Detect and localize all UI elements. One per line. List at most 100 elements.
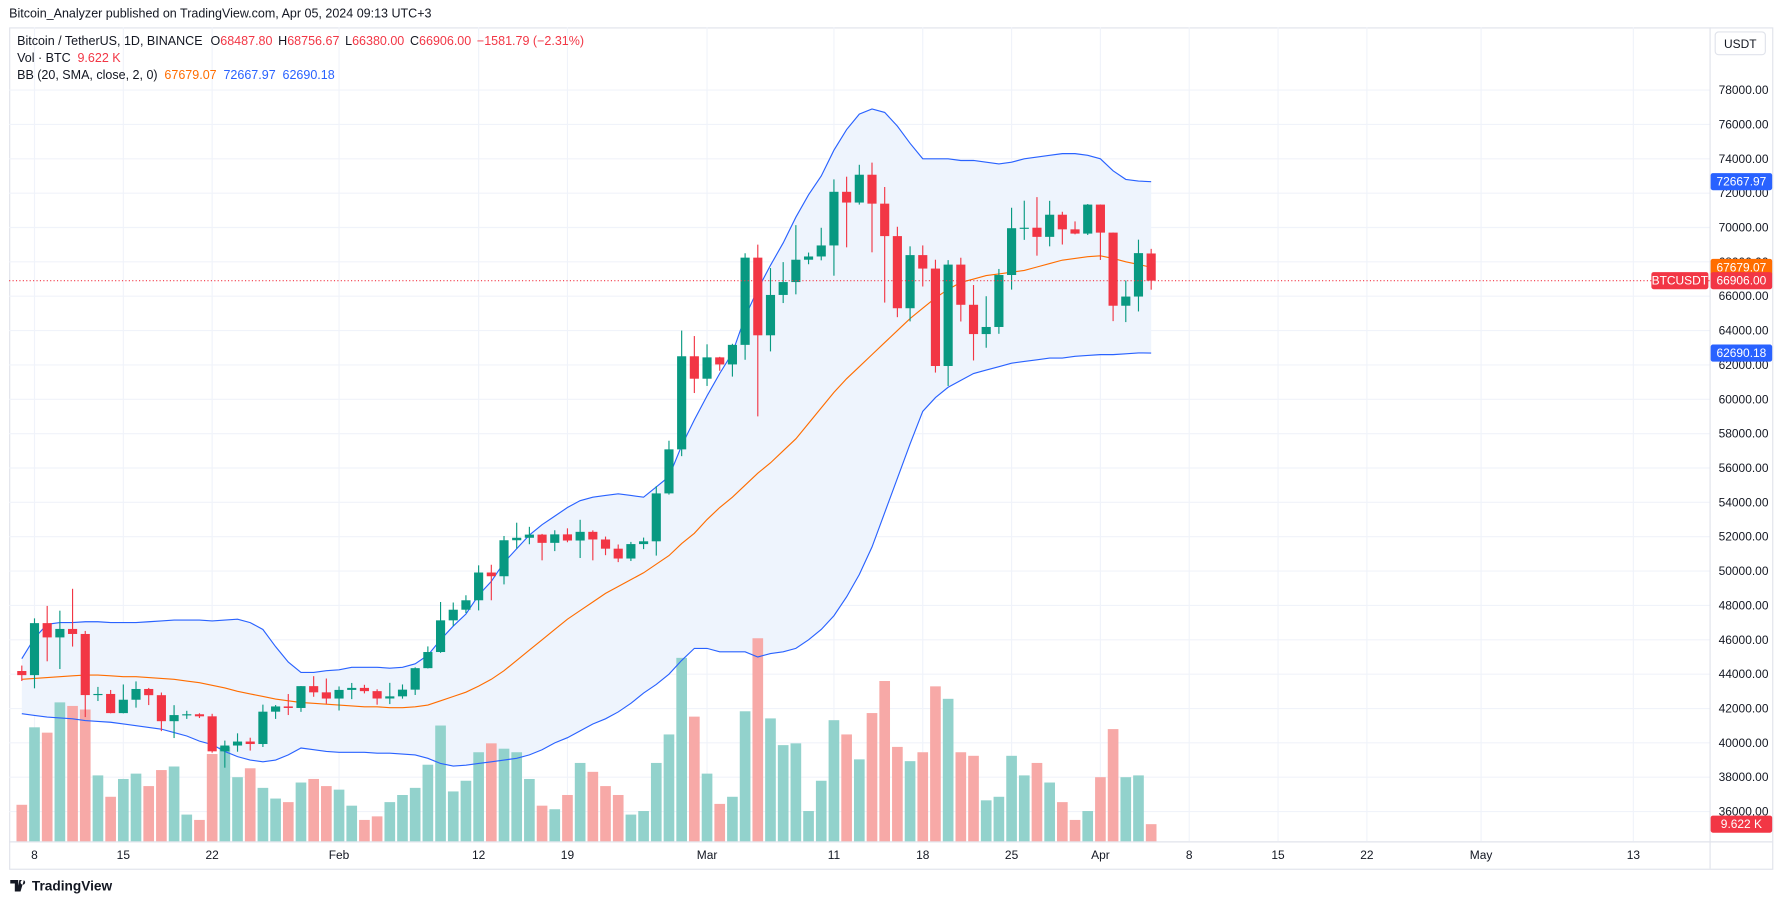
candle-body	[194, 714, 205, 717]
candle-body	[1045, 214, 1055, 237]
candle-body	[1083, 204, 1093, 234]
volume-bar	[485, 743, 497, 842]
volume-bar	[993, 796, 1005, 842]
x-tick-label: 8	[31, 848, 38, 862]
volume-bar	[409, 787, 421, 842]
candle-body	[588, 531, 598, 540]
x-tick-label: 25	[1005, 848, 1019, 862]
y-tick-label: 54000.00	[1719, 495, 1769, 509]
volume-bar	[232, 777, 243, 842]
indicator-line	[21, 108, 1152, 674]
volume-bar	[1006, 755, 1017, 842]
volume-bar	[1107, 729, 1119, 842]
volume-bar	[143, 786, 155, 842]
candle-body	[347, 687, 357, 690]
unit-button[interactable]	[1714, 31, 1766, 56]
legend-volume-value: 9.622 K	[77, 51, 121, 65]
legend-row: Bitcoin / TetherUS, 1D, BINANCE O68487.80…	[17, 34, 584, 48]
candle-body	[753, 257, 763, 336]
x-tick-label: 15	[117, 848, 131, 862]
volume-bar	[181, 814, 193, 842]
candle-body	[486, 572, 496, 577]
candle-body	[1133, 253, 1144, 297]
candle-body	[220, 745, 230, 752]
candle-body	[918, 255, 928, 269]
volume-bar	[384, 802, 396, 842]
candle-body	[385, 696, 395, 699]
y-tick-label: 46000.00	[1719, 633, 1769, 647]
volume-bar	[1018, 775, 1030, 842]
volume-bar	[841, 734, 852, 842]
volume-bar	[1057, 802, 1068, 842]
x-tick-label: 22	[1360, 848, 1374, 862]
last-price-tag-bg	[1710, 272, 1773, 290]
candle-body	[296, 686, 306, 708]
y-tick-label: 76000.00	[1719, 117, 1769, 131]
axes: 36000.00 38000.00 40000.00 42000.00 44000.00…	[31, 83, 1773, 862]
volume-bar	[460, 780, 472, 842]
volume-bar	[435, 725, 446, 842]
volume-bar	[219, 746, 231, 842]
volume-bar	[904, 761, 916, 842]
symbol-tag: BTCUSDT	[1652, 274, 1709, 288]
candle-body	[1057, 214, 1067, 230]
volume-bar	[130, 773, 142, 842]
volume-bar	[714, 803, 726, 842]
volume-bar	[853, 759, 865, 842]
volume-bar	[29, 727, 40, 842]
volume-bar	[803, 811, 814, 842]
candle-body	[144, 688, 154, 696]
legend-row: BB (20, SMA, close, 2, 0) 67679.07 72667.9…	[17, 68, 335, 82]
candle-body	[169, 715, 179, 722]
x-tick-label: 13	[1627, 848, 1641, 862]
y-tick-label: 60000.00	[1719, 392, 1769, 406]
candle-body	[321, 692, 331, 699]
volume-bar	[422, 764, 434, 842]
volume-bar	[79, 709, 91, 842]
y-tick-label: 78000.00	[1719, 83, 1769, 97]
volume-bar	[727, 796, 738, 842]
y-tick-label: 36000.00	[1719, 805, 1769, 819]
candle-body	[575, 531, 585, 541]
volume-bar	[16, 804, 28, 842]
volume-bar	[473, 752, 484, 842]
volume-bar	[866, 713, 878, 842]
candle-body	[309, 686, 319, 693]
volume-bar	[92, 775, 104, 842]
plot-area	[9, 108, 1710, 842]
y-tick-label: 50000.00	[1719, 564, 1769, 578]
candle-body	[29, 623, 40, 676]
candle-body	[651, 493, 661, 542]
y-tick-label: 74000.00	[1719, 152, 1769, 166]
candle-body	[550, 534, 560, 543]
volume-bar	[689, 716, 700, 842]
volume-bar	[308, 778, 319, 842]
y-tick-label: 56000.00	[1719, 461, 1769, 475]
volume-bar	[346, 805, 358, 842]
candle-body	[410, 668, 420, 690]
candle-body	[1146, 253, 1156, 281]
candle-body	[1032, 227, 1042, 237]
volume-bar	[536, 805, 548, 842]
unit-label[interactable]: USDT	[1724, 37, 1757, 51]
y-tick-label: 66000.00	[1719, 289, 1769, 303]
candle-body	[664, 449, 674, 494]
candle-body	[499, 540, 509, 577]
candle-body	[1121, 296, 1131, 306]
candle-body	[245, 741, 255, 745]
y-tick-label: 40000.00	[1719, 736, 1769, 750]
legend-ohlc-value: 68487.80	[220, 34, 272, 48]
volume-bar	[117, 778, 129, 842]
candle-body	[55, 628, 65, 638]
candle-body	[778, 282, 788, 295]
volume-bar	[879, 681, 891, 842]
x-tick-label: Feb	[329, 848, 350, 862]
candle-body	[854, 174, 864, 203]
volume-bar	[917, 752, 929, 842]
y-tick-label: 44000.00	[1719, 667, 1769, 681]
candle-body	[207, 716, 217, 752]
x-tick-label: 15	[1271, 848, 1285, 862]
band-fill	[21, 108, 1152, 767]
candle-body	[93, 693, 103, 696]
